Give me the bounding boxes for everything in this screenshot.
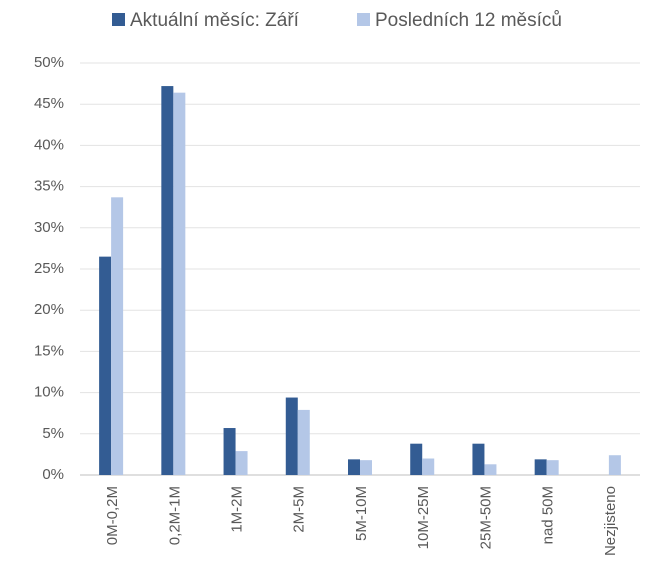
bar [608,455,621,475]
y-tick-label: 5% [42,425,64,442]
x-tick-label: 5M-10M [353,486,370,541]
y-tick-label: 10% [34,384,64,401]
x-tick-label: 0,2M-1M [166,486,183,545]
bar [297,409,310,475]
x-tick-label: 2M-5M [291,486,308,533]
x-tick-label: 0M-0,2M [104,486,121,545]
x-tick-label: nad 50M [540,486,557,544]
legend-swatch [112,13,125,26]
x-tick-label: 10M-25M [415,486,432,549]
y-tick-label: 25% [34,260,64,277]
y-tick-label: 50% [34,54,64,71]
x-tick-label: 25M-50M [477,486,494,549]
bar [472,443,485,475]
bar [173,92,186,475]
bar [161,86,174,476]
bar [360,460,372,475]
y-tick-label: 30% [34,219,64,236]
bar [99,256,112,475]
bar [422,458,435,475]
y-tick-label: 45% [34,95,64,112]
y-tick-label: 20% [34,301,64,318]
y-tick-label: 35% [34,178,64,195]
bar [410,443,423,475]
bar [534,459,547,475]
y-tick-label: 0% [42,466,64,483]
bar [235,451,248,475]
x-tick-label: 1M-2M [229,486,246,533]
bar [223,428,236,475]
y-tick-label: 15% [34,342,64,359]
bar [111,197,124,475]
bar [484,464,497,475]
legend-label: Aktuální měsíc: Září [130,10,300,31]
legend-label: Posledních 12 měsíců [375,10,562,31]
bar [348,459,360,475]
x-tick-label: Nezjisteno [602,486,619,556]
bar [285,397,298,475]
legend-swatch [357,13,370,26]
y-tick-label: 40% [34,136,64,153]
bar [546,460,559,475]
